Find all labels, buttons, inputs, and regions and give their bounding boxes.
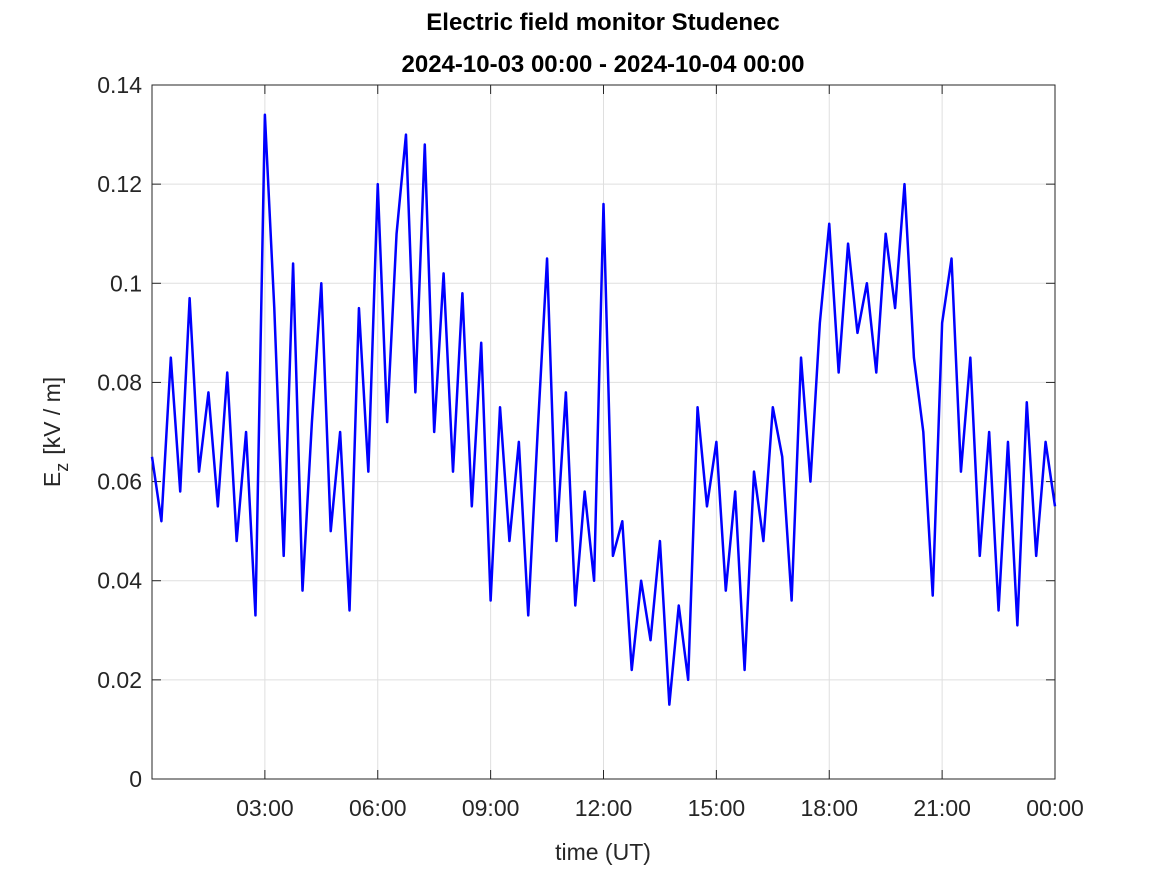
x-tick-label: 21:00 [913, 795, 971, 821]
y-tick-label: 0.12 [97, 171, 142, 197]
x-tick-label: 06:00 [349, 795, 407, 821]
y-axis-label: Ez [kV / m] [39, 377, 72, 487]
y-tick-label: 0.04 [97, 568, 142, 594]
y-axis-label-subscript: z [52, 463, 72, 472]
y-axis-label-unit: [kV / m] [39, 377, 65, 455]
x-tick-label: 09:00 [462, 795, 520, 821]
x-tick-label: 15:00 [688, 795, 746, 821]
y-tick-label: 0.08 [97, 369, 142, 395]
plot-frame [151, 84, 1056, 780]
data-line [150, 113, 1057, 706]
y-tick-label: 0.06 [97, 469, 142, 495]
y-axis-label-main: E [39, 472, 65, 487]
y-tick-label: 0.02 [97, 667, 142, 693]
x-tick-label: 00:00 [1026, 795, 1084, 821]
x-tick-label: 03:00 [236, 795, 294, 821]
x-tick-label: 12:00 [575, 795, 633, 821]
y-tick-label: 0.14 [97, 72, 142, 98]
chart-subtitle: 2024-10-03 00:00 - 2024-10-04 00:00 [402, 51, 805, 78]
x-axis-label: time (UT) [555, 839, 651, 865]
chart-title: Electric field monitor Studenec [426, 9, 779, 36]
x-tick-label: 18:00 [800, 795, 858, 821]
y-tick-label: 0.1 [110, 270, 142, 296]
y-tick-label: 0 [129, 766, 142, 792]
